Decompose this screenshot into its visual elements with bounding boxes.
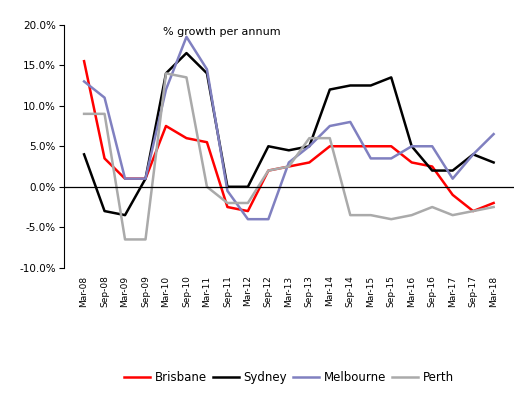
Brisbane <box>265 168 271 173</box>
Sydney <box>204 71 210 76</box>
Sydney <box>163 71 169 76</box>
Line: Sydney: Sydney <box>84 53 493 215</box>
Sydney <box>388 75 394 80</box>
Melbourne <box>470 152 476 157</box>
Sydney <box>143 176 149 181</box>
Melbourne <box>388 156 394 161</box>
Perth <box>163 71 169 76</box>
Sydney <box>122 213 128 218</box>
Melbourne <box>409 144 415 149</box>
Melbourne <box>163 87 169 92</box>
Melbourne <box>183 35 190 40</box>
Line: Perth: Perth <box>84 73 493 239</box>
Melbourne <box>347 119 354 124</box>
Brisbane <box>470 208 476 213</box>
Perth <box>470 208 476 213</box>
Melbourne <box>143 176 149 181</box>
Brisbane <box>81 59 87 64</box>
Brisbane <box>326 144 333 149</box>
Brisbane <box>347 144 354 149</box>
Perth <box>143 237 149 242</box>
Legend: Brisbane, Sydney, Melbourne, Perth: Brisbane, Sydney, Melbourne, Perth <box>119 366 458 389</box>
Perth <box>204 184 210 189</box>
Perth <box>449 213 456 218</box>
Melbourne <box>245 217 251 222</box>
Sydney <box>326 87 333 92</box>
Brisbane <box>204 140 210 145</box>
Perth <box>490 205 497 210</box>
Sydney <box>224 184 231 189</box>
Melbourne <box>286 160 292 165</box>
Sydney <box>265 144 271 149</box>
Perth <box>183 75 190 80</box>
Perth <box>409 213 415 218</box>
Brisbane <box>368 144 374 149</box>
Perth <box>81 111 87 116</box>
Brisbane <box>388 144 394 149</box>
Sydney <box>183 51 190 56</box>
Sydney <box>490 160 497 165</box>
Brisbane <box>429 164 435 169</box>
Melbourne <box>449 176 456 181</box>
Sydney <box>81 152 87 157</box>
Brisbane <box>224 205 231 210</box>
Perth <box>368 213 374 218</box>
Brisbane <box>490 201 497 206</box>
Melbourne <box>265 217 271 222</box>
Brisbane <box>306 160 313 165</box>
Melbourne <box>368 156 374 161</box>
Perth <box>306 136 313 140</box>
Brisbane <box>449 192 456 197</box>
Perth <box>347 213 354 218</box>
Perth <box>286 164 292 169</box>
Perth <box>122 237 128 242</box>
Sydney <box>347 83 354 88</box>
Brisbane <box>286 164 292 169</box>
Brisbane <box>101 156 108 161</box>
Brisbane <box>122 176 128 181</box>
Line: Melbourne: Melbourne <box>84 37 493 219</box>
Melbourne <box>101 95 108 100</box>
Sydney <box>306 144 313 149</box>
Melbourne <box>429 144 435 149</box>
Perth <box>326 136 333 140</box>
Sydney <box>409 144 415 149</box>
Perth <box>388 217 394 222</box>
Perth <box>429 205 435 210</box>
Text: % growth per annum: % growth per annum <box>163 27 280 37</box>
Brisbane <box>183 136 190 140</box>
Sydney <box>286 148 292 153</box>
Perth <box>101 111 108 116</box>
Melbourne <box>81 79 87 84</box>
Perth <box>245 201 251 206</box>
Brisbane <box>245 208 251 213</box>
Sydney <box>368 83 374 88</box>
Sydney <box>245 184 251 189</box>
Sydney <box>449 168 456 173</box>
Melbourne <box>224 188 231 193</box>
Melbourne <box>306 144 313 149</box>
Brisbane <box>143 176 149 181</box>
Perth <box>224 201 231 206</box>
Melbourne <box>204 67 210 72</box>
Melbourne <box>326 124 333 129</box>
Line: Brisbane: Brisbane <box>84 61 493 211</box>
Melbourne <box>122 176 128 181</box>
Perth <box>265 168 271 173</box>
Melbourne <box>490 132 497 137</box>
Brisbane <box>409 160 415 165</box>
Sydney <box>470 152 476 157</box>
Sydney <box>429 168 435 173</box>
Brisbane <box>163 124 169 129</box>
Sydney <box>101 208 108 213</box>
